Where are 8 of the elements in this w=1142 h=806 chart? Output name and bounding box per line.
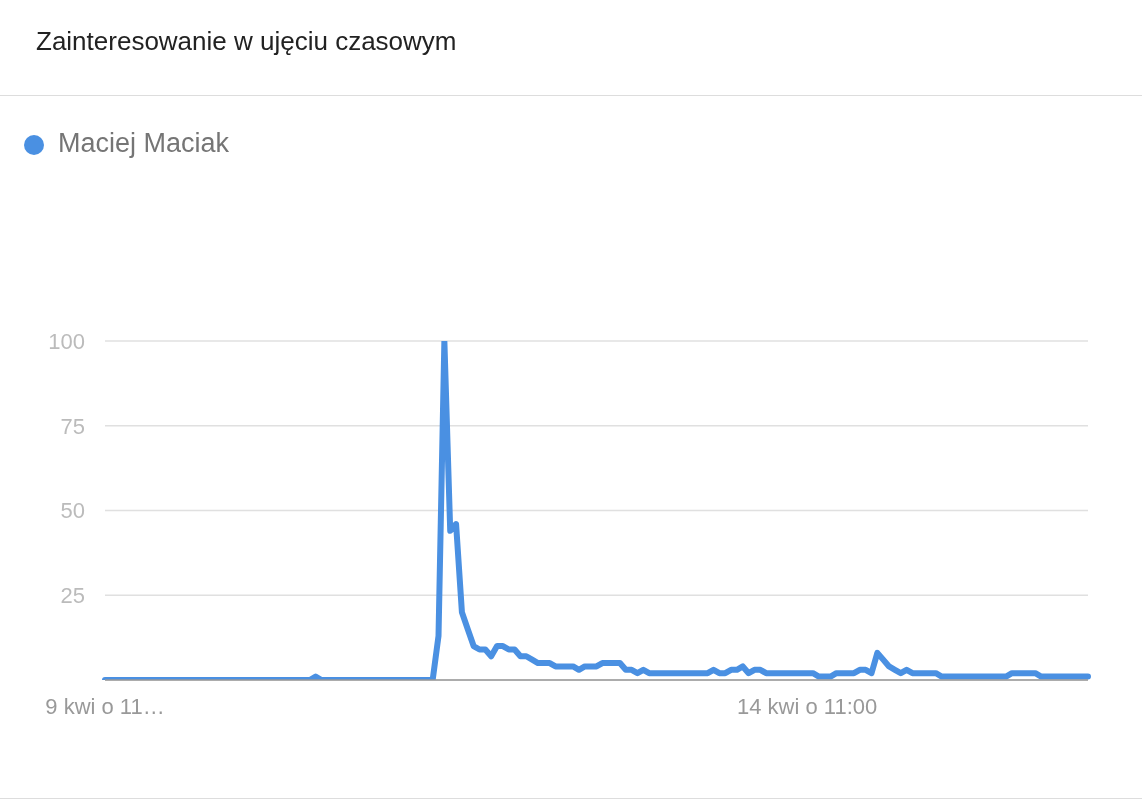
y-tick-label: 75 [60, 413, 85, 439]
y-tick-label: 25 [60, 583, 85, 609]
chart-title: Zainteresowanie w ujęciu czasowym [36, 26, 457, 57]
y-tick-label: 50 [60, 498, 85, 524]
x-tick-label: 14 kwi o 11:00 [737, 693, 878, 719]
x-tick-label: 9 kwi o 11… [45, 693, 165, 719]
legend-label: Maciej Maciak [58, 128, 230, 158]
y-tick-label: 100 [48, 328, 85, 354]
